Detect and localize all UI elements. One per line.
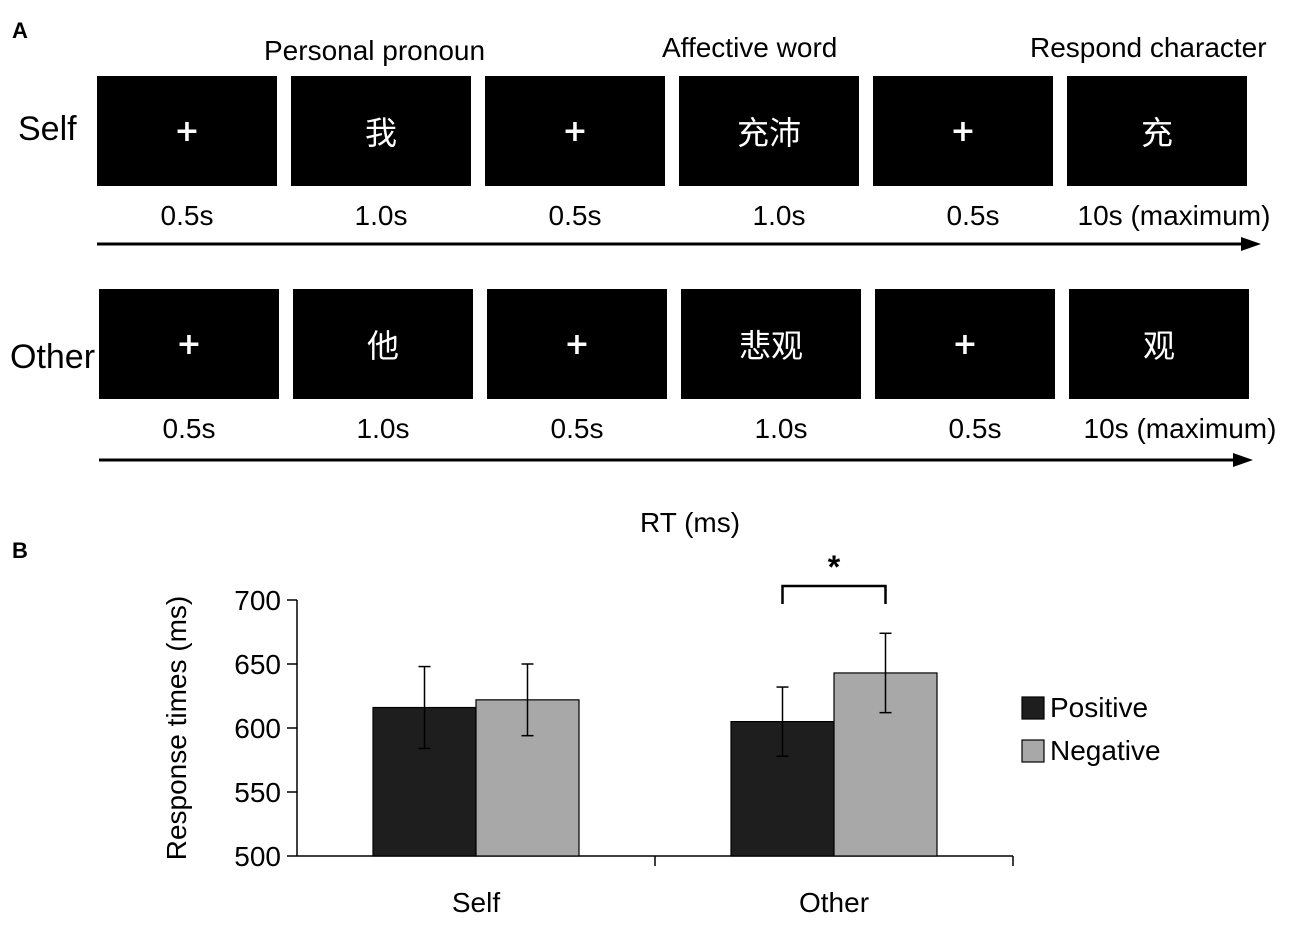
other-fixation-3: + bbox=[875, 289, 1055, 399]
y-tick-label: 700 bbox=[234, 585, 281, 616]
other-duration-4: 1.0s bbox=[754, 413, 808, 444]
other-duration-1: 0.5s bbox=[162, 413, 216, 444]
row-label-self: Self bbox=[18, 110, 77, 148]
significance-bracket bbox=[781, 584, 887, 604]
legend-swatch-positive bbox=[1021, 696, 1045, 720]
y-tick-label: 500 bbox=[234, 841, 281, 872]
response-time-chart: 500 550 600 650 700 Response times (ms) Self Ot… bbox=[161, 549, 1161, 918]
bar-negative-other bbox=[833, 672, 938, 857]
self-duration-6: 10s (maximum) bbox=[1077, 200, 1271, 231]
other-duration-2: 1.0s bbox=[356, 413, 410, 444]
panel-a-label: A bbox=[12, 18, 28, 43]
other-duration-5: 0.5s bbox=[948, 413, 1002, 444]
y-tick-label: 650 bbox=[234, 649, 281, 680]
other-timeline-arrow bbox=[99, 453, 1253, 467]
other-duration-6: 10s (maximum) bbox=[1083, 413, 1277, 444]
y-tick-label: 600 bbox=[234, 713, 281, 744]
self-timeline-arrow bbox=[97, 237, 1261, 251]
x-tick-label-other: Other bbox=[799, 887, 869, 918]
legend-label-negative: Negative bbox=[1050, 735, 1161, 766]
significance-marker: * bbox=[828, 549, 841, 585]
legend-swatch-negative bbox=[1021, 739, 1045, 763]
self-duration-4: 1.0s bbox=[752, 200, 806, 231]
self-duration-5: 0.5s bbox=[946, 200, 1000, 231]
self-pronoun-screen: 我 bbox=[291, 76, 471, 186]
header-respond-character: Respond character bbox=[1030, 32, 1267, 63]
self-affective-word-screen: 充沛 bbox=[679, 76, 859, 186]
other-affective-word-screen: 悲观 bbox=[681, 289, 861, 399]
self-duration-2: 1.0s bbox=[354, 200, 408, 231]
header-affective-word: Affective word bbox=[662, 32, 838, 63]
other-pronoun-screen: 他 bbox=[293, 289, 473, 399]
self-respond-character-screen: 充 bbox=[1067, 76, 1247, 186]
self-fixation-3: + bbox=[873, 76, 1053, 186]
self-duration-1: 0.5s bbox=[160, 200, 214, 231]
other-duration-3: 0.5s bbox=[550, 413, 604, 444]
other-respond-character-screen: 观 bbox=[1069, 289, 1249, 399]
other-fixation-2: + bbox=[487, 289, 667, 399]
panel-b-label: B bbox=[12, 538, 28, 563]
self-fixation-1: + bbox=[97, 76, 277, 186]
self-duration-3: 0.5s bbox=[548, 200, 602, 231]
y-tick-label: 550 bbox=[234, 777, 281, 808]
legend-label-positive: Positive bbox=[1050, 692, 1148, 723]
x-tick-label-self: Self bbox=[452, 887, 500, 918]
self-fixation-2: + bbox=[485, 76, 665, 186]
y-axis-label: Response times (ms) bbox=[161, 596, 192, 861]
row-label-other: Other bbox=[10, 338, 96, 376]
other-fixation-1: + bbox=[99, 289, 279, 399]
chart-title: RT (ms) bbox=[640, 507, 741, 538]
header-personal-pronoun: Personal pronoun bbox=[264, 35, 486, 66]
